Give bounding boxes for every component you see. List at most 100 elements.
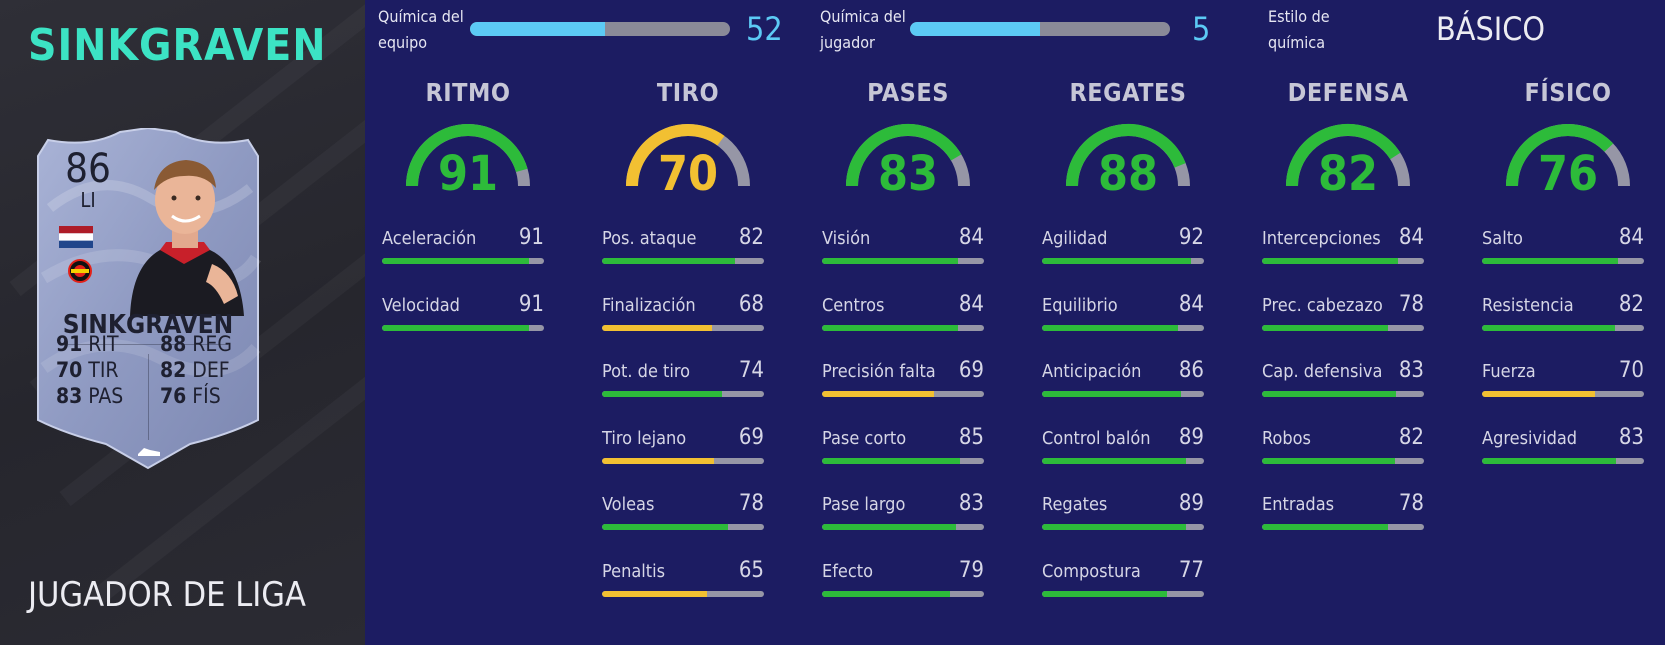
attribute-value: 83 <box>1618 424 1644 450</box>
attribute-bar <box>1042 524 1204 530</box>
gauge-fill <box>846 124 962 187</box>
attribute-value: 68 <box>738 291 764 317</box>
attribute-bar-fill <box>822 457 960 464</box>
attribute-row: Prec. cabezazo 78 <box>1262 292 1424 335</box>
category-gauge <box>1066 124 1190 187</box>
attribute-bar-fill <box>602 590 708 597</box>
player-chemistry-label: Química del jugador <box>820 7 906 52</box>
attribute-bar <box>602 324 764 331</box>
attribute-value: 84 <box>1618 225 1644 250</box>
attribute-bar <box>1042 457 1204 464</box>
attribute-bar <box>1042 590 1204 597</box>
attribute-bar-fill <box>822 391 934 397</box>
card-stat-dribbling: 88 REG <box>160 332 232 356</box>
attribute-bar-fill <box>1262 391 1397 397</box>
category-title: DEFENSA <box>1287 78 1409 107</box>
attribute-label: Salto <box>1482 228 1523 249</box>
attribute-label: Agilidad <box>1042 228 1108 249</box>
attribute-bar-fill <box>1042 258 1192 264</box>
attribute-bar-fill <box>602 391 722 397</box>
player-panel: SINKGRAVEN 86 <box>0 0 365 645</box>
attribute-bar <box>822 391 984 397</box>
player-card[interactable]: 86 LI SINKGRAVEN 91 RIT 70 TIR 83 PAS 88 REG… <box>30 128 266 472</box>
attribute-row: Resistencia 82 <box>1482 291 1644 335</box>
attribute-bar-fill <box>1262 324 1389 331</box>
attribute-row: Pase corto 85 <box>822 425 984 468</box>
attribute-value: 74 <box>738 358 764 383</box>
attribute-row: Compostura 77 <box>1042 558 1204 601</box>
attribute-row: Tiro lejano 69 <box>602 424 764 468</box>
attribute-bar <box>1042 258 1204 264</box>
attribute-value: 65 <box>738 557 764 583</box>
attribute-label: Fuerza <box>1482 361 1536 382</box>
attribute-bar <box>822 258 984 264</box>
attribute-bar <box>602 457 764 464</box>
attribute-bar-fill <box>1482 324 1615 331</box>
category-title: PASES <box>867 78 949 107</box>
attribute-value: 78 <box>1398 491 1424 516</box>
attribute-bar <box>602 258 764 264</box>
attribute-label: Pot. de tiro <box>602 361 691 382</box>
category-value: 83 <box>877 146 939 202</box>
player-chemistry-value: 5 <box>1192 10 1211 48</box>
attribute-row: Pase largo 83 <box>822 491 984 534</box>
leverkusen-crest-icon <box>68 259 92 283</box>
attribute-bar <box>602 590 764 597</box>
attribute-row: Entradas 78 <box>1262 491 1424 534</box>
attribute-label: Control balón <box>1042 427 1151 449</box>
attribute-row: Anticipación 86 <box>1042 358 1204 401</box>
attribute-row: Finalización 68 <box>602 291 764 335</box>
attribute-bar-fill <box>822 590 950 597</box>
attribute-bar <box>822 590 984 597</box>
attribute-label: Entradas <box>1262 494 1335 515</box>
attribute-bar <box>382 258 544 264</box>
attribute-bar <box>1262 258 1424 264</box>
attribute-row: Centros 84 <box>822 292 984 335</box>
category-gauge <box>626 124 750 187</box>
category-gauge <box>1286 124 1410 187</box>
attribute-bar <box>1042 324 1204 331</box>
attribute-value: 84 <box>958 225 984 250</box>
category-value: 82 <box>1317 146 1379 202</box>
chemistry-style-label: Estilo de química <box>1268 7 1330 52</box>
attribute-value: 89 <box>1178 424 1204 450</box>
attribute-value: 83 <box>958 491 984 516</box>
attribute-value: 69 <box>958 358 984 383</box>
attribute-value: 91 <box>518 291 544 317</box>
attribute-row: Efecto 79 <box>822 558 984 601</box>
attribute-bar-fill <box>1262 524 1389 530</box>
gauge-fill <box>406 124 528 187</box>
chemistry-style-value[interactable]: BÁSICO <box>1436 10 1545 48</box>
attribute-label: Compostura <box>1042 560 1141 582</box>
category-gauge <box>406 124 530 187</box>
gauge-fill <box>626 124 725 187</box>
player-chemistry-bar <box>910 22 1170 36</box>
attribute-label: Penaltis <box>602 560 666 582</box>
attribute-value: 82 <box>1618 291 1644 317</box>
card-stat-defending: 82 DEF <box>160 358 230 382</box>
attribute-bar <box>822 524 984 530</box>
gauge-fill <box>1506 124 1614 187</box>
attribute-label: Finalización <box>602 294 696 316</box>
attribute-row: Equilibrio 84 <box>1042 292 1204 335</box>
category-value: 76 <box>1537 146 1599 202</box>
team-chemistry-value: 52 <box>746 10 783 48</box>
attribute-value: 69 <box>738 424 764 450</box>
attribute-bar <box>822 324 984 331</box>
attribute-row: Pot. de tiro 74 <box>602 358 764 401</box>
card-position: LI <box>80 188 96 212</box>
attribute-label: Cap. defensiva <box>1262 361 1383 382</box>
attribute-row: Salto 84 <box>1482 225 1644 268</box>
category-value: 91 <box>437 146 499 202</box>
attribute-label: Regates <box>1042 494 1108 515</box>
attribute-bar <box>1262 457 1424 464</box>
attribute-bar-fill <box>1262 258 1399 264</box>
attribute-bar-fill <box>1042 590 1167 597</box>
attribute-bar <box>602 524 764 530</box>
attribute-bar-fill <box>602 524 729 530</box>
attribute-value: 89 <box>1178 491 1204 516</box>
attribute-label: Pos. ataque <box>602 228 697 249</box>
attribute-label: Velocidad <box>382 294 460 316</box>
attribute-row: Fuerza 70 <box>1482 358 1644 401</box>
attribute-bar <box>382 324 544 331</box>
